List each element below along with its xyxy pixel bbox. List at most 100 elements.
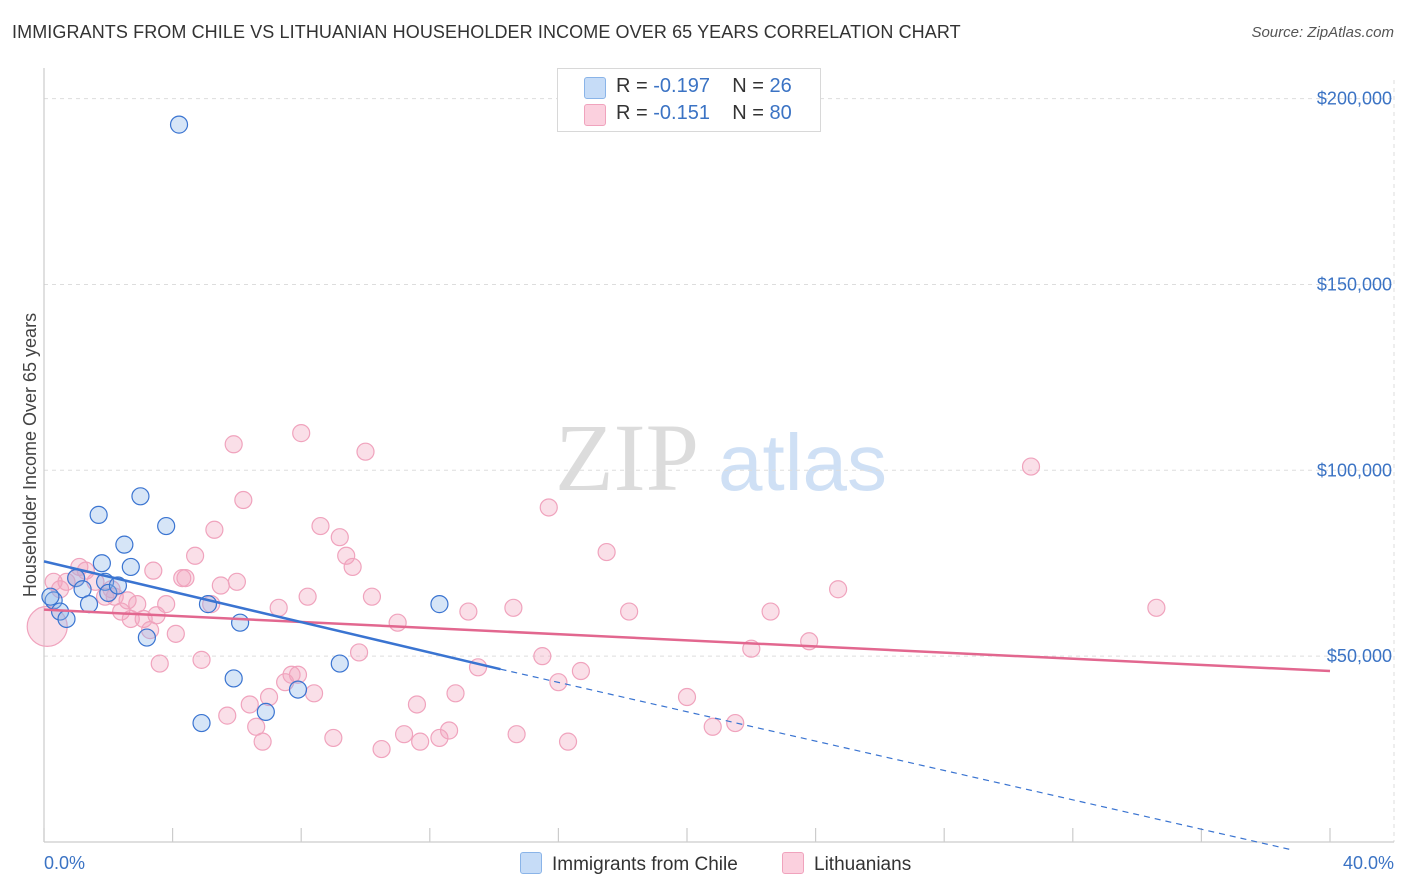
- lith-point-56: [446, 684, 465, 703]
- legend-r-label: R =: [616, 102, 648, 124]
- chile-point-25: [41, 587, 60, 606]
- chile-point-14: [137, 628, 156, 647]
- lith-point-33: [259, 687, 279, 707]
- chile-point-17: [192, 713, 211, 733]
- lith-point-34: [269, 598, 288, 617]
- lith-point-60: [507, 725, 526, 744]
- lith-point-46: [349, 643, 369, 662]
- chile-point-12: [121, 557, 140, 577]
- y-axis-label: Householder Income Over 65 years: [20, 313, 40, 597]
- chile-point-13: [131, 487, 150, 506]
- y-tick-labels: $50,000 $100,000 $150,000 $200,000: [1317, 89, 1392, 667]
- watermark-zip: ZIP: [555, 404, 699, 511]
- chile-point-5: [79, 595, 99, 614]
- lith-point-44: [337, 546, 356, 565]
- chile-points: [41, 115, 449, 733]
- lith-point-50: [388, 613, 407, 632]
- lith-point-26: [218, 706, 237, 725]
- axes: [43, 68, 1394, 843]
- lith-point-1: [50, 580, 70, 599]
- lith-point-66: [597, 542, 616, 562]
- bottom-legend-label-lithuanians: Lithuanians: [814, 854, 912, 875]
- lith-point-77: [44, 572, 63, 591]
- x-tick-label-min: 0.0%: [44, 853, 85, 873]
- legend-r-value-lithuanians: -0.151: [653, 102, 710, 124]
- lith-point-18: [166, 624, 185, 643]
- chile-point-7: [92, 554, 111, 573]
- legend-r-label: R =: [616, 75, 648, 97]
- chile-point-2: [57, 609, 76, 629]
- lithuanians-points: [26, 424, 1166, 759]
- legend-swatch-chile: [584, 77, 606, 99]
- lith-point-69: [703, 717, 722, 736]
- bottom-legend-swatch-lithuanians: [782, 852, 804, 874]
- lith-point-48: [362, 587, 382, 606]
- lith-point-42: [324, 728, 343, 748]
- chile-point-6: [89, 505, 108, 524]
- chile-point-23: [330, 654, 349, 673]
- lith-point-76: [1147, 598, 1166, 617]
- lith-point-14: [144, 561, 163, 580]
- chile-point-19: [224, 669, 243, 688]
- lith-point-22: [192, 650, 211, 669]
- lith-point-37: [288, 665, 308, 684]
- lith-point-45: [343, 557, 362, 577]
- lith-point-25: [211, 576, 230, 595]
- lith-point-38: [292, 424, 311, 443]
- bottom-legend-swatch-chile: [520, 852, 542, 874]
- chile-trend-line: [43, 560, 501, 671]
- legend-swatch-lithuanians: [584, 104, 606, 126]
- chile-point-11: [115, 535, 134, 554]
- y-tick-label-0: $50,000: [1327, 646, 1392, 666]
- lith-point-20: [176, 568, 195, 588]
- y-tick-label-1: $100,000: [1317, 460, 1392, 480]
- trend-lines: [43, 560, 1331, 851]
- lith-point-68: [677, 687, 697, 707]
- bottom-legend-label-chile: Immigrants from Chile: [552, 854, 738, 875]
- lith-point-52: [407, 695, 427, 714]
- y-tick-label-2: $150,000: [1317, 274, 1392, 294]
- lith-point-16: [150, 654, 169, 673]
- lith-point-32: [253, 732, 272, 751]
- lith-point-55: [439, 721, 459, 740]
- y-tick-label-3: $200,000: [1317, 89, 1392, 109]
- lith-point-21: [186, 546, 205, 565]
- x-tick-label-max: 40.0%: [1343, 853, 1394, 873]
- legend-r-value-chile: -0.197: [653, 75, 710, 97]
- lith-point-70: [726, 713, 745, 733]
- lith-point-59: [504, 598, 523, 617]
- legend-n-label: N =: [732, 102, 764, 124]
- legend-text-chile: R = -0.197 N = 26: [616, 75, 792, 98]
- legend-text-lithuanians: R = -0.151 N = 80: [616, 102, 792, 125]
- lith-point-40: [304, 684, 324, 703]
- chile-point-24: [430, 595, 449, 614]
- lith-point-28: [227, 572, 246, 591]
- lith-point-61: [533, 647, 552, 666]
- lith-point-67: [620, 602, 639, 621]
- chile-point-22: [288, 680, 308, 699]
- lith-point-2: [57, 572, 76, 591]
- lith-point-72: [761, 602, 780, 621]
- chile-point-15: [157, 516, 176, 536]
- lith-point-39: [298, 587, 317, 606]
- bottom-legend-lithuanians: Lithuanians: [782, 852, 911, 876]
- chile-point-21: [256, 702, 275, 722]
- lith-point-74: [829, 580, 848, 599]
- legend-n-value-chile: 26: [769, 75, 792, 97]
- legend-n-label: N =: [732, 75, 764, 97]
- lith-point-24: [205, 520, 224, 539]
- lith-point-53: [411, 732, 430, 751]
- chile-point-10: [108, 576, 128, 595]
- bottom-legend-chile: Immigrants from Chile: [520, 852, 738, 876]
- chile-point-20: [231, 613, 250, 632]
- chart-source: Source: ZipAtlas.com: [1251, 24, 1394, 41]
- lith-point-47: [356, 442, 375, 461]
- chile-point-16: [169, 115, 189, 134]
- x-tick-labels: 0.0% 40.0%: [44, 853, 1394, 873]
- chart-title: IMMIGRANTS FROM CHILE VS LITHUANIAN HOUS…: [12, 22, 961, 42]
- lith-point-75: [1021, 457, 1041, 476]
- lith-point-64: [558, 732, 578, 751]
- lithuanians-trend-line: [43, 608, 1331, 673]
- watermark-atlas: atlas: [718, 418, 887, 507]
- chile-trend-extension: [500, 668, 1291, 851]
